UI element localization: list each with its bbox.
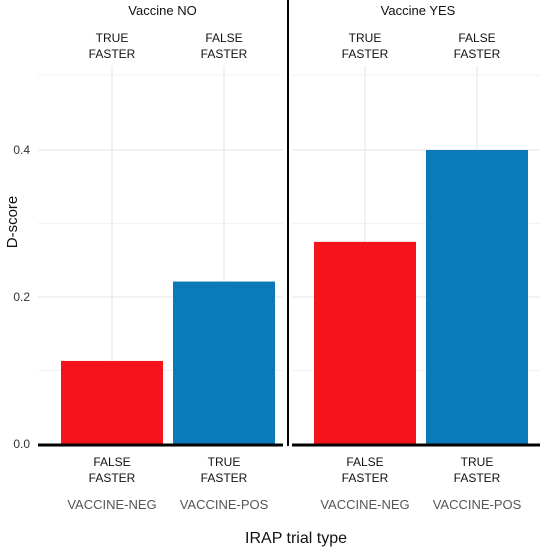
bottom-label: TRUE xyxy=(461,455,494,469)
panel-title: Vaccine YES xyxy=(381,3,456,18)
x-tick-label: VACCINE-NEG xyxy=(320,497,409,512)
top-label: FASTER xyxy=(89,47,136,61)
top-label: FASTER xyxy=(201,47,248,61)
top-label: TRUE xyxy=(349,31,382,45)
bars xyxy=(61,150,528,444)
bottom-label: TRUE xyxy=(208,455,241,469)
bar-vaccine-pos xyxy=(426,150,528,444)
x-tick-label: VACCINE-POS xyxy=(180,497,269,512)
top-label: FALSE xyxy=(205,31,242,45)
y-axis-label: D-score xyxy=(4,196,21,249)
bottom-label: FASTER xyxy=(89,471,136,485)
x-tick-label: VACCINE-POS xyxy=(433,497,522,512)
y-tick-label: 0.4 xyxy=(13,143,30,157)
panel-title: Vaccine NO xyxy=(128,3,196,18)
bottom-label: FALSE xyxy=(346,455,383,469)
bar-vaccine-neg xyxy=(314,241,416,444)
bottom-label: FASTER xyxy=(454,471,501,485)
x-axis-label: IRAP trial type xyxy=(245,530,347,547)
axes xyxy=(38,0,540,447)
y-tick-label: 0.2 xyxy=(13,290,30,304)
labels: 0.0 0.2 0.4 Vaccine NO TRUE FASTER FALSE FASTER… xyxy=(13,3,521,512)
bottom-label: FASTER xyxy=(201,471,248,485)
bottom-label: FALSE xyxy=(93,455,130,469)
bottom-label: FASTER xyxy=(342,471,389,485)
x-tick-label: VACCINE-NEG xyxy=(67,497,156,512)
y-tick-label: 0.0 xyxy=(13,437,30,451)
bar-vaccine-pos xyxy=(173,281,275,444)
top-label: FASTER xyxy=(342,47,389,61)
bar-vaccine-neg xyxy=(61,360,163,444)
top-label: FALSE xyxy=(458,31,495,45)
top-label: FASTER xyxy=(454,47,501,61)
top-label: TRUE xyxy=(96,31,129,45)
